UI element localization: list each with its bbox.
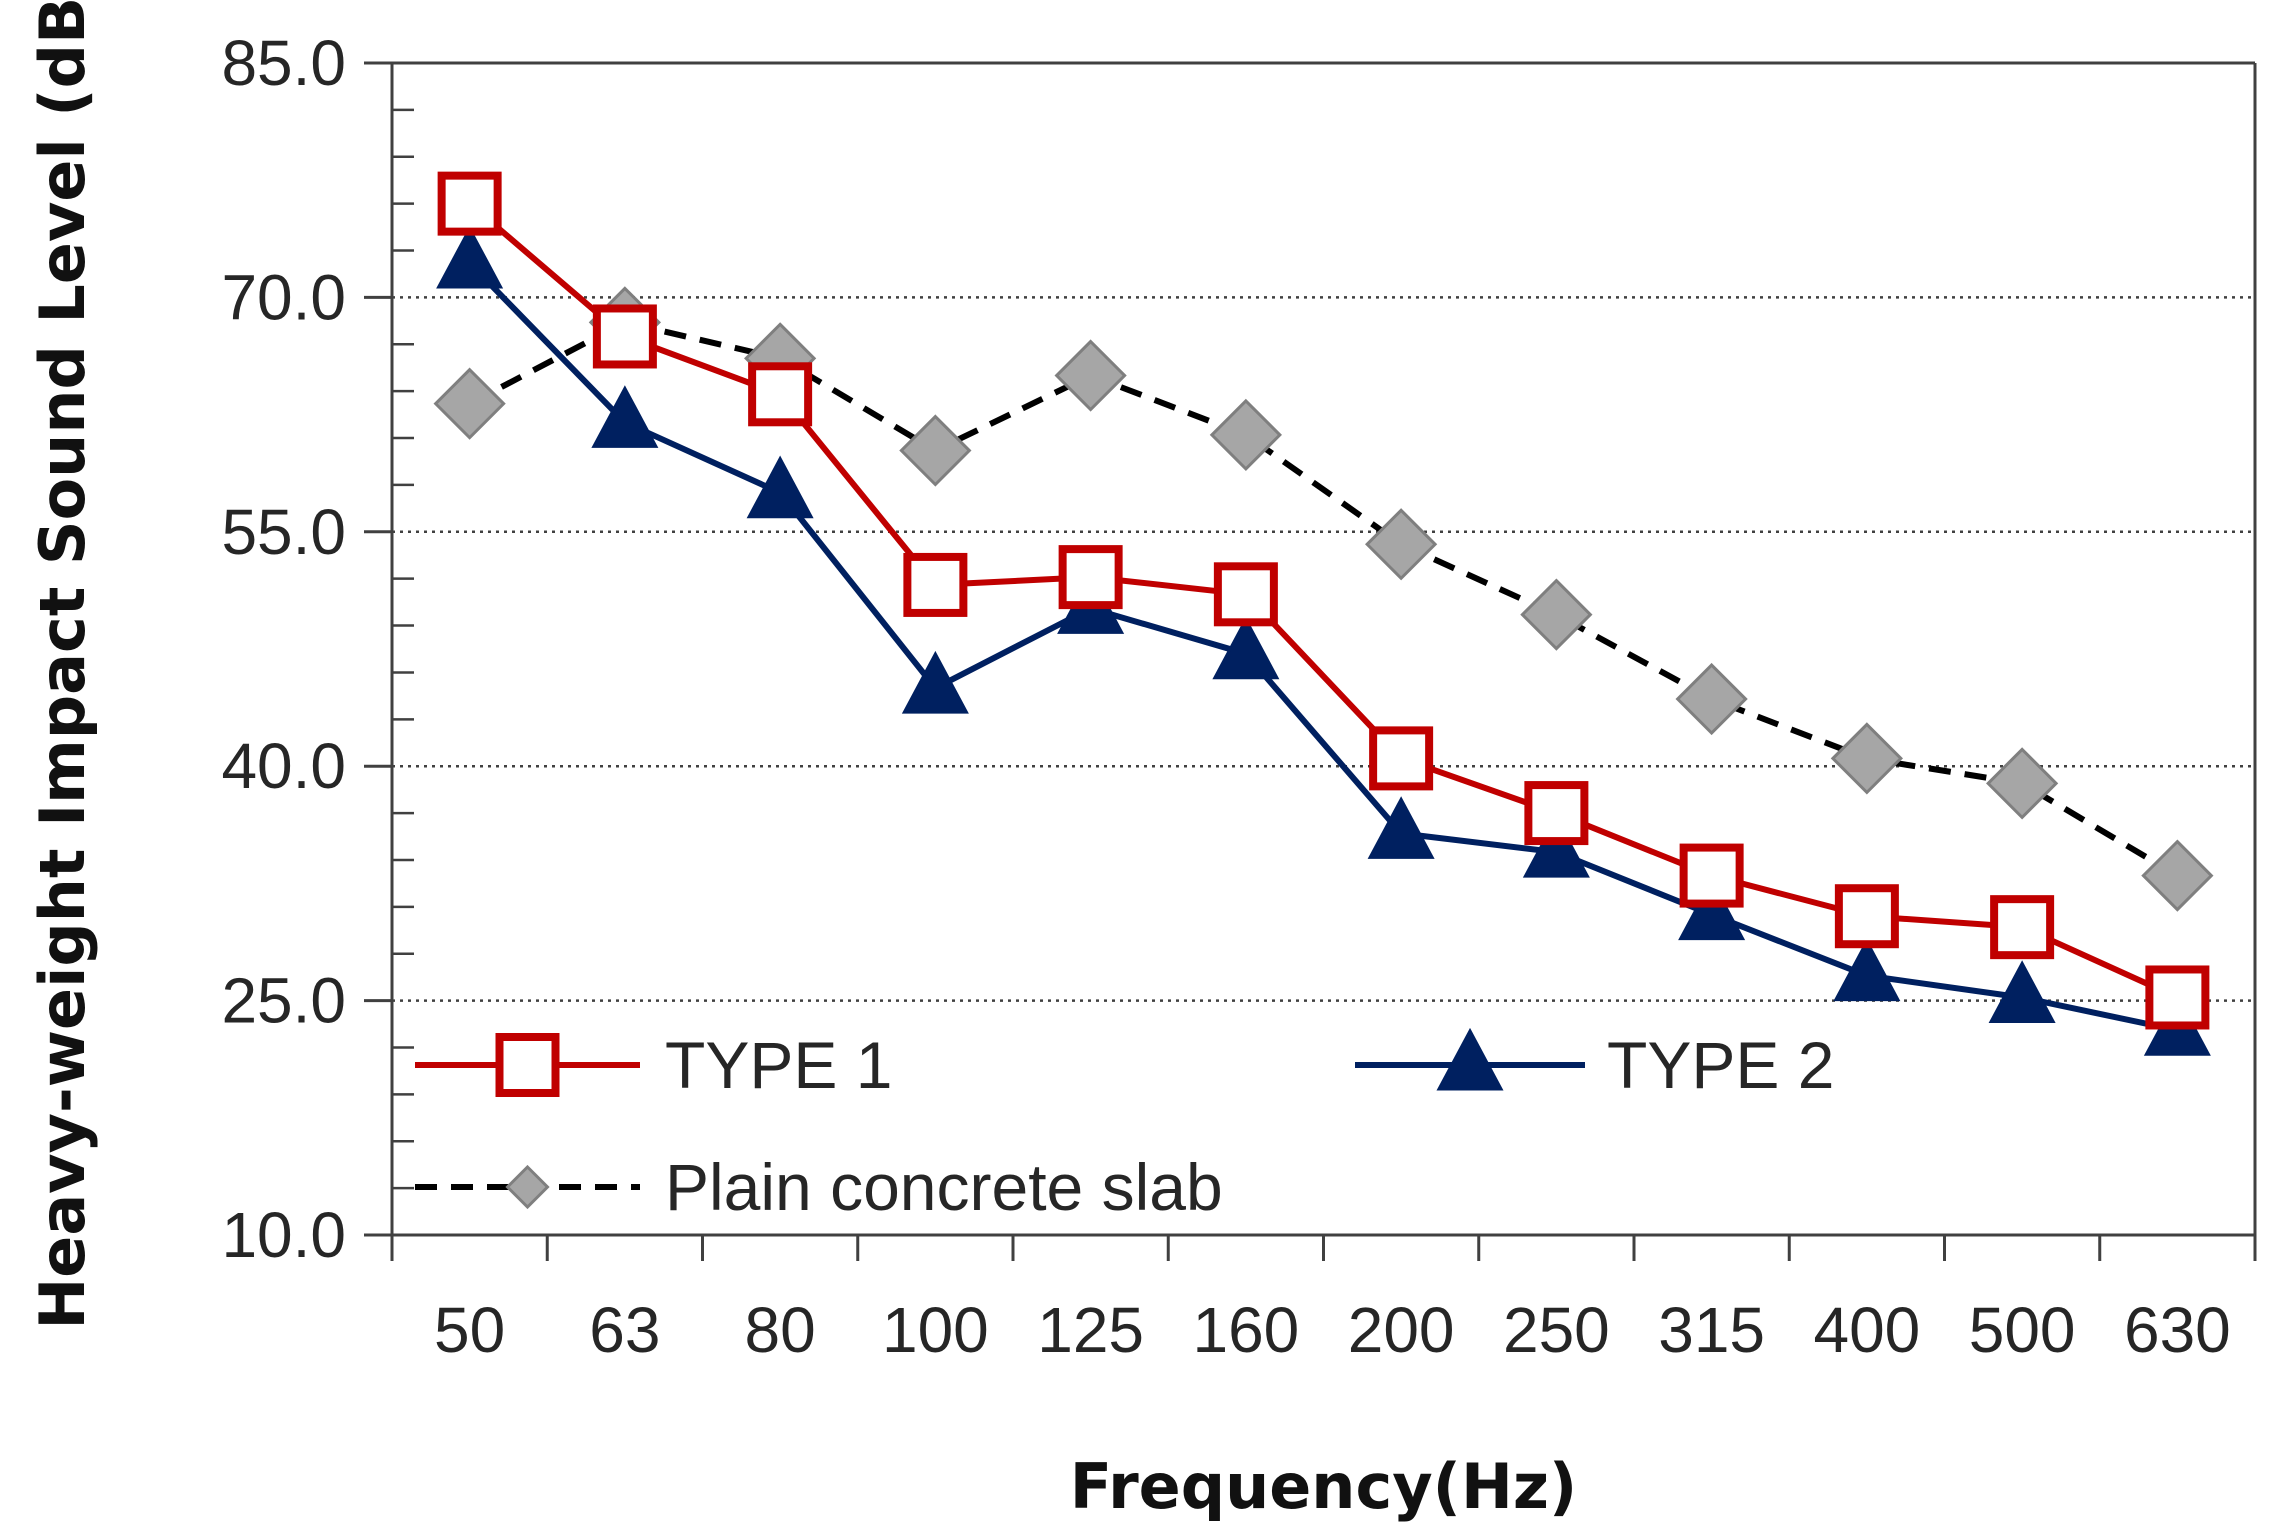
x-tick-label-50: 50 <box>434 1294 505 1366</box>
data-point-plain-concrete-slab-630 <box>2141 839 2214 912</box>
data-point-type-2-100 <box>901 650 969 714</box>
legend-label-type-1: TYPE 1 <box>665 1028 892 1102</box>
data-point-plain-concrete-slab-160 <box>1209 398 1282 472</box>
series-plain-concrete-slab <box>433 286 2214 912</box>
data-point-type-2-200 <box>1367 796 1435 859</box>
x-tick-label-400: 400 <box>1813 1294 1920 1366</box>
x-tick-label-200: 200 <box>1348 1294 1455 1366</box>
x-tick-label-315: 315 <box>1658 1294 1765 1366</box>
data-point-type-1-400 <box>1834 884 1899 949</box>
data-point-type-1-63 <box>592 304 657 369</box>
x-tick-label-500: 500 <box>1969 1294 2076 1366</box>
data-point-type-2-500 <box>1988 960 2056 1023</box>
data-point-type-2-400 <box>1833 938 1901 1002</box>
y-tick-label-85.0: 85.0 <box>221 27 346 99</box>
legend-item-type-1: TYPE 1 <box>415 1028 892 1102</box>
y-tick-label-40.0: 40.0 <box>221 730 346 802</box>
x-tick-label-80: 80 <box>745 1294 816 1366</box>
data-point-plain-concrete-slab-50 <box>433 367 506 440</box>
legend-marker-type-2 <box>1436 1027 1504 1091</box>
x-tick-label-125: 125 <box>1037 1294 1144 1366</box>
data-point-plain-concrete-slab-200 <box>1365 508 1438 581</box>
data-point-type-1-630 <box>2145 965 2210 1030</box>
y-tick-label-70.0: 70.0 <box>221 261 346 333</box>
data-point-plain-concrete-slab-500 <box>1986 747 2059 820</box>
series-line-type-2 <box>467 260 2178 1034</box>
series-type-2 <box>436 225 2211 1056</box>
y-tick-label-10.0: 10.0 <box>221 1199 346 1271</box>
data-point-type-1-200 <box>1369 726 1434 791</box>
x-tick-label-100: 100 <box>882 1294 989 1366</box>
series-type-1 <box>437 171 2210 1030</box>
data-point-type-2-250 <box>1522 814 1590 878</box>
x-axis-title: Frequency(Hz) <box>1070 1450 1578 1523</box>
data-point-type-1-160 <box>1213 562 1278 627</box>
data-point-type-1-125 <box>1058 545 1123 610</box>
legend-marker-plain-concrete-slab <box>505 1164 550 1210</box>
data-point-type-1-100 <box>903 552 968 617</box>
data-point-type-2-160 <box>1212 616 1280 680</box>
data-point-type-1-250 <box>1524 781 1589 846</box>
data-point-type-2-50 <box>436 225 504 289</box>
labels-layer: 10.0 25.0 40.0 55.0 70.0 85.0 50 63 80 100 125 160 2… <box>26 0 2231 1523</box>
data-point-type-1-500 <box>1990 895 2055 960</box>
x-tick-label-250: 250 <box>1503 1294 1610 1366</box>
x-tick-label-63: 63 <box>589 1294 660 1366</box>
legend-layer: TYPE 1 TYPE 2 Plain concrete slab <box>415 1027 1834 1224</box>
data-point-type-1-80 <box>748 362 813 427</box>
legend-label-type-2: TYPE 2 <box>1607 1028 1834 1102</box>
x-tick-label-630: 630 <box>2124 1294 2231 1366</box>
series-line-plain-concrete-slab <box>468 319 2179 879</box>
y-tick-label-55.0: 55.0 <box>221 496 346 568</box>
data-point-type-2-315 <box>1678 877 1746 941</box>
data-point-plain-concrete-slab-100 <box>899 414 972 487</box>
data-point-plain-concrete-slab-250 <box>1520 578 1593 651</box>
legend-label-plain-concrete-slab: Plain concrete slab <box>665 1150 1223 1224</box>
grid-layer <box>392 61 2255 1002</box>
data-point-plain-concrete-slab-315 <box>1675 662 1748 736</box>
series-layer <box>433 171 2214 1056</box>
axes-layer <box>364 61 2257 1261</box>
y-axis-title: Heavy-weight Impact Sound Level (dB) <box>26 0 99 1330</box>
legend-item-plain-concrete-slab: Plain concrete slab <box>415 1150 1223 1224</box>
data-point-plain-concrete-slab-125 <box>1054 339 1127 412</box>
data-point-type-2-63 <box>591 385 659 448</box>
legend-item-type-2: TYPE 2 <box>1355 1027 1834 1102</box>
y-tick-label-25.0: 25.0 <box>221 965 346 1037</box>
data-point-type-2-80 <box>746 455 814 519</box>
legend-marker-type-1 <box>495 1033 560 1097</box>
data-point-type-1-50 <box>437 171 502 236</box>
series-line-type-1 <box>467 201 2179 1001</box>
data-point-type-1-315 <box>1679 843 1744 908</box>
x-tick-label-160: 160 <box>1192 1294 1299 1366</box>
data-point-plain-concrete-slab-400 <box>1830 722 1903 795</box>
